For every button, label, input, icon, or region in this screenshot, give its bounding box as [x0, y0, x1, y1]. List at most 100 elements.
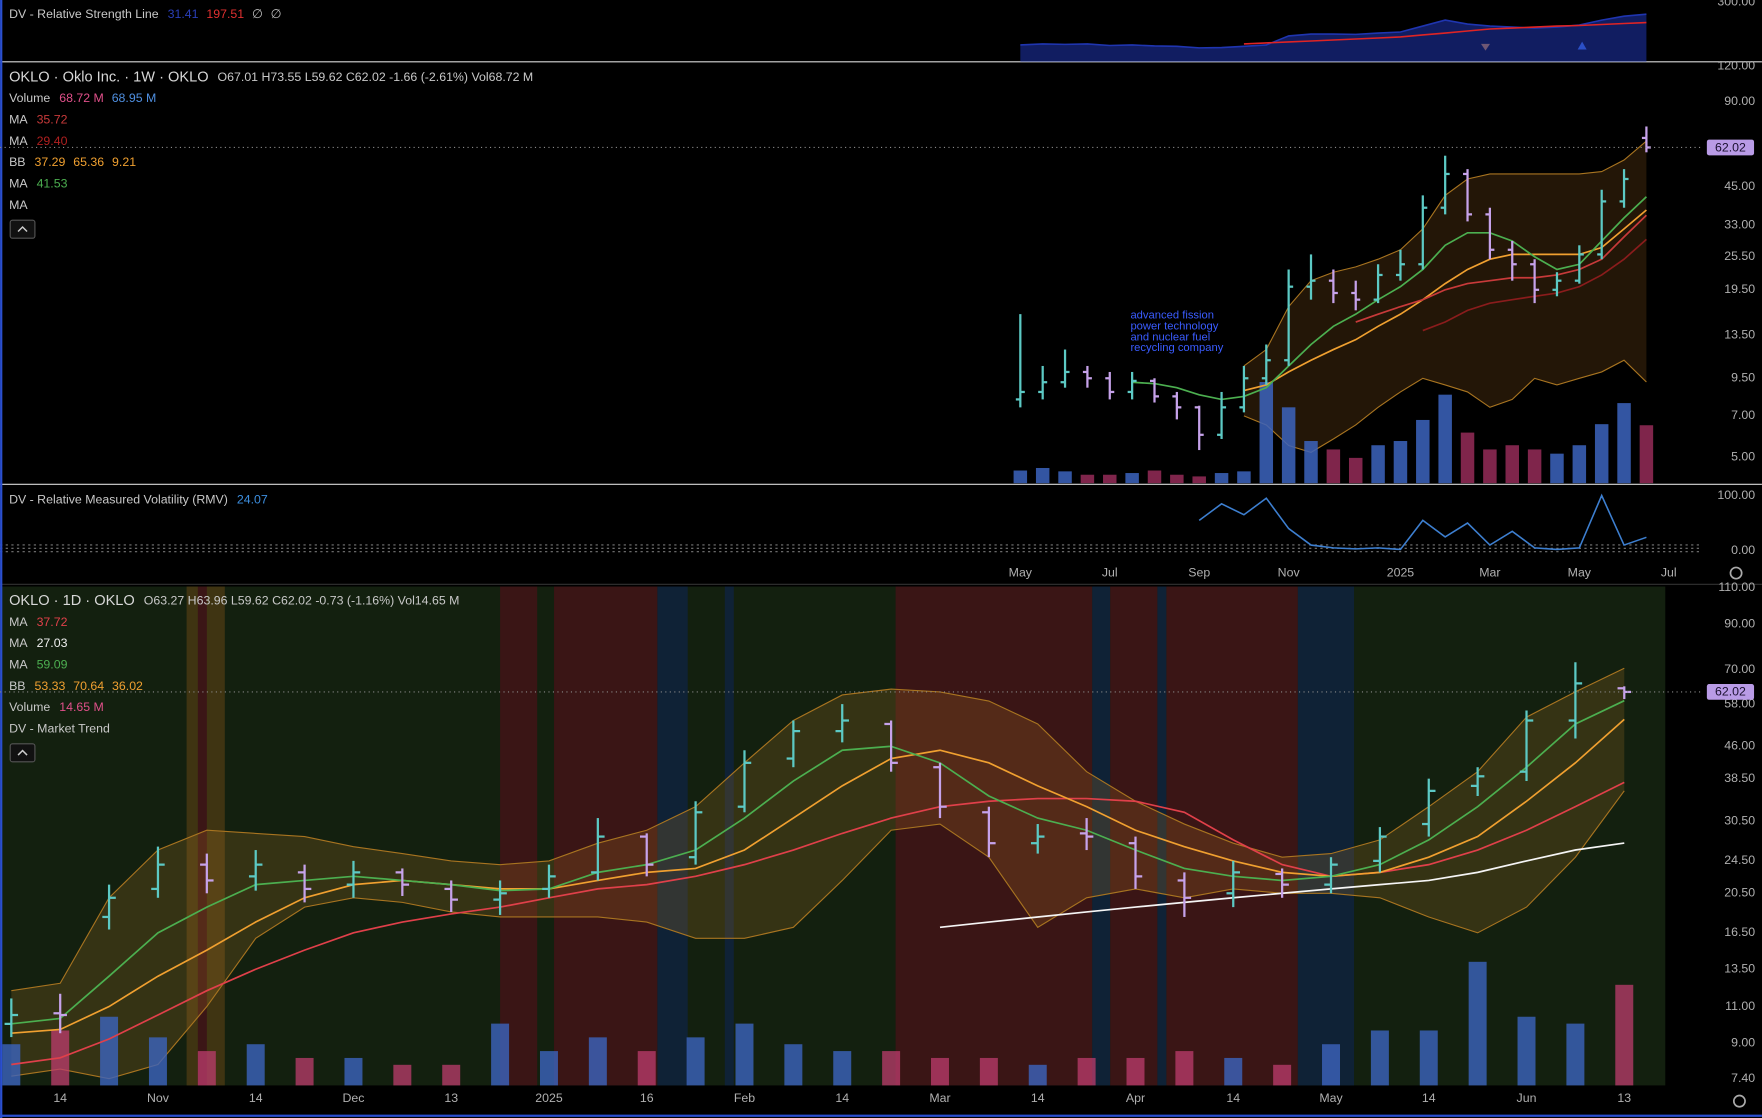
volume-bar [1058, 471, 1072, 484]
y-tick-label: 70.00 [1724, 662, 1755, 676]
volume-bar [1080, 474, 1095, 484]
indicator-value: 68.95 M [112, 91, 157, 105]
volume-bar [1224, 1057, 1243, 1086]
y-tick-label: 30.50 [1724, 813, 1755, 827]
volume-bar [148, 1037, 167, 1086]
volume-bar [686, 1037, 705, 1086]
indicator-value: 35.72 [37, 112, 68, 126]
indicator-value: 59.09 [37, 657, 68, 671]
settings-button[interactable] [1729, 566, 1746, 1108]
y-tick-label: 9.50 [1731, 371, 1755, 385]
volume-bar [1170, 474, 1184, 484]
indicator-value: 53.33 [35, 679, 66, 693]
indicator-label: MA [9, 657, 28, 671]
trend-band [1110, 586, 1158, 1086]
volume-bar [539, 1051, 558, 1086]
volume-bar [1594, 424, 1609, 484]
volume-bar [1348, 457, 1363, 484]
volume-bar [1460, 432, 1475, 484]
button-frame[interactable] [9, 219, 36, 239]
x-tick-label: May [1319, 1091, 1343, 1105]
x-tick-label: 14 [53, 1091, 67, 1105]
annotation: power technology [1130, 320, 1218, 332]
volume-bar [882, 1051, 901, 1086]
trend-band [1166, 586, 1298, 1086]
header-value: 31.41 [168, 7, 199, 21]
volume-bar [1126, 1057, 1145, 1086]
button-frame[interactable] [9, 743, 36, 763]
y-tick-label: 11.00 [1725, 999, 1755, 1013]
volume-bar [1527, 449, 1542, 484]
gear-icon[interactable] [1729, 566, 1743, 580]
volume-bar [1077, 1057, 1096, 1086]
gear-icon[interactable] [1732, 1094, 1746, 1108]
x-tick-label: 2025 [535, 1091, 563, 1105]
volume-bar [1572, 445, 1587, 484]
x-tick-label: May [1009, 565, 1033, 579]
volume-bar [1192, 476, 1206, 484]
y-tick-label: 120.00 [1717, 59, 1755, 73]
x-tick-label: Mar [929, 1091, 950, 1105]
collapse-button[interactable] [9, 219, 36, 239]
y-tick-label: 58.00 [1724, 696, 1755, 710]
panel-title: DV - Relative Measured Volatility (RMV) [9, 492, 228, 506]
volume-bar [1566, 1023, 1585, 1086]
indicator-label: MA [9, 134, 28, 148]
ma-line [1355, 214, 1647, 323]
y-tick-label: 7.00 [1731, 408, 1755, 422]
y-tick-label: 46.00 [1724, 739, 1755, 753]
volume-bar [344, 1057, 363, 1086]
volume-bar [588, 1037, 607, 1086]
indicator-value: 41.53 [37, 177, 68, 191]
y-tick-label: 24.50 [1724, 853, 1755, 867]
volume-bar [1416, 419, 1430, 484]
x-tick-label: Nov [147, 1091, 170, 1105]
indicator-label: Volume [9, 700, 50, 714]
x-tick-label: Mar [1479, 565, 1500, 579]
volume-bar [1125, 473, 1139, 484]
x-tick-label: Apr [1126, 1091, 1145, 1105]
volume-bar [491, 1023, 510, 1086]
header-value: ∅ [271, 7, 282, 21]
x-tick-label: 14 [1422, 1091, 1436, 1105]
trend-band [895, 586, 1093, 1086]
panel-title: OKLO · Oklo Inc. · 1W · OKLO [9, 69, 209, 85]
x-tick-label: 14 [1226, 1091, 1240, 1105]
collapse-button[interactable] [9, 743, 36, 763]
volume-bar [1615, 984, 1634, 1086]
indicator-value: 65.36 [73, 155, 104, 169]
x-tick-label: Dec [342, 1091, 364, 1105]
indicator-value: 70.64 [73, 679, 104, 693]
y-tick-label: 300.00 [1717, 0, 1755, 9]
y-tick-label: 0.00 [1731, 543, 1755, 557]
volume-bar [1371, 445, 1385, 484]
quote: O67.01 H73.55 L59.62 C62.02 -1.66 (-2.61… [218, 70, 534, 84]
last-price-box [1706, 139, 1755, 156]
indicator-value: 68.72 M [59, 91, 104, 105]
volume-bar [1393, 441, 1408, 484]
annotation: recycling company [1130, 342, 1223, 354]
indicator-value: 37.29 [35, 155, 66, 169]
volume-bar [2, 1044, 21, 1086]
volume-bar [784, 1044, 803, 1086]
x-tick-label: 16 [640, 1091, 654, 1105]
indicator-value: 37.72 [37, 615, 68, 629]
x-tick-label: Nov [1278, 565, 1301, 579]
x-tick-label: May [1568, 565, 1592, 579]
y-tick-label: 13.50 [1724, 327, 1755, 341]
annotation: and nuclear fuel [1130, 331, 1210, 343]
volume-bar [1438, 394, 1452, 484]
volume-bar [442, 1064, 461, 1086]
y-tick-label: 19.50 [1724, 282, 1755, 296]
y-tick-label: 9.00 [1731, 1035, 1755, 1049]
volume-bar [1550, 453, 1564, 484]
volume-bar [1103, 474, 1117, 484]
indicator-label: MA [9, 198, 28, 212]
x-tick-label: 14 [835, 1091, 849, 1105]
x-tick-label: Jul [1661, 565, 1677, 579]
series-line [1243, 21, 1647, 45]
volume-bar [1419, 1030, 1438, 1086]
band-fill [1243, 141, 1647, 453]
